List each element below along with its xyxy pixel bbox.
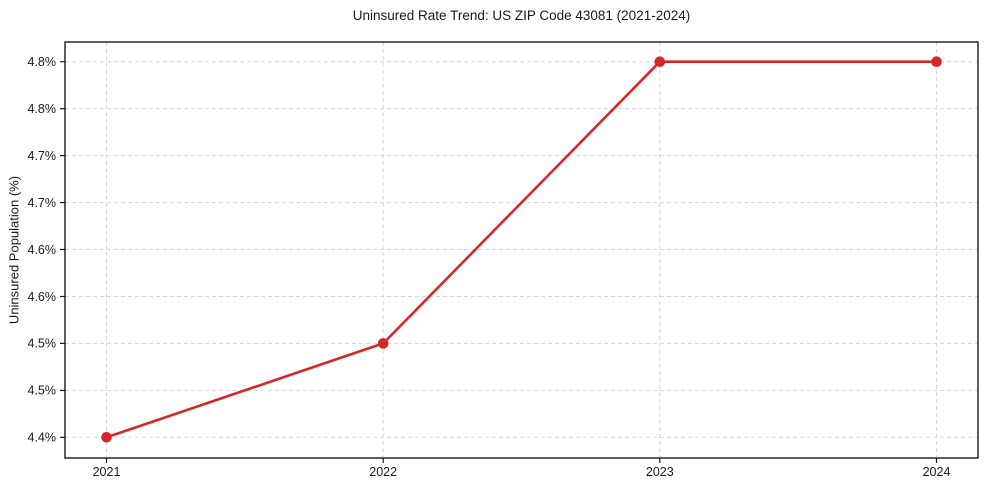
y-tick-label: 4.6% [28,243,57,257]
y-tick-label: 4.6% [28,290,57,304]
x-tick-label: 2024 [923,465,951,479]
data-point [377,338,389,349]
y-tick-label: 4.8% [28,102,57,116]
x-tick-label: 2023 [646,465,674,479]
data-point [654,56,666,67]
x-tick-label: 2022 [369,465,397,479]
y-tick-label: 4.7% [28,149,57,163]
y-tick-label: 4.7% [28,196,57,210]
y-tick-label: 4.4% [28,431,57,445]
chart-title: Uninsured Rate Trend: US ZIP Code 43081 … [352,8,691,23]
data-point [931,56,942,67]
data-point [101,432,112,443]
y-tick-label: 4.5% [28,384,57,398]
x-tick-label: 2021 [93,465,121,479]
y-tick-label: 4.8% [28,55,57,69]
trend-line [105,60,938,439]
y-tick-label: 4.5% [28,337,57,351]
